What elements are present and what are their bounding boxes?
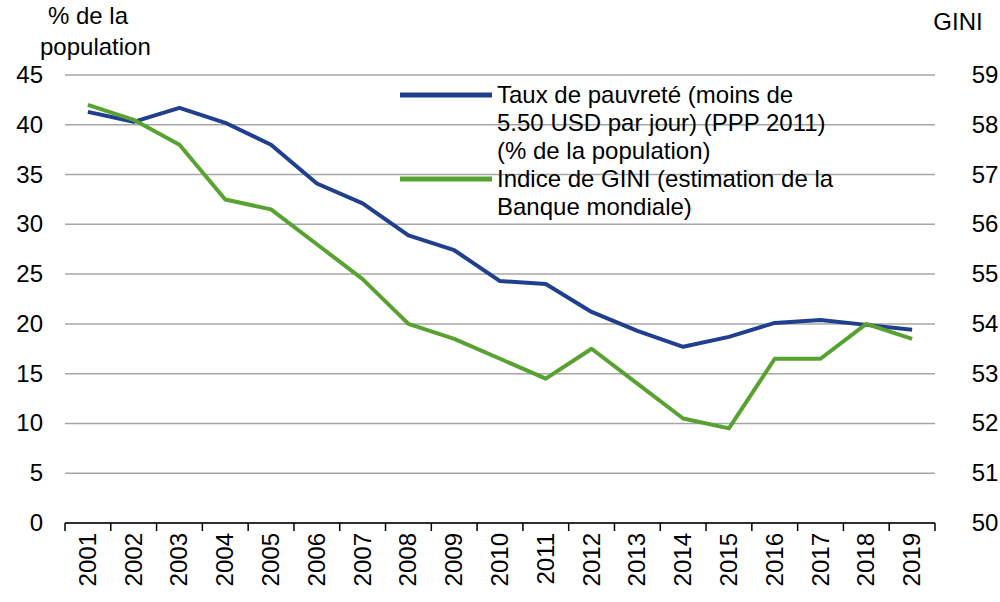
x-tick <box>522 523 524 531</box>
y-tick-label: 30 <box>16 210 43 237</box>
x-tick-label: 2004 <box>211 533 238 586</box>
y2-tick-label: 55 <box>972 260 999 287</box>
x-tick <box>614 523 616 531</box>
x-tick <box>476 523 478 531</box>
series-group <box>88 105 912 429</box>
x-tick-label: 2002 <box>120 533 147 586</box>
series-line <box>88 105 912 429</box>
x-tick-label: 2001 <box>74 533 101 586</box>
y-tick-label: 20 <box>16 310 43 337</box>
grid-line <box>65 522 935 524</box>
y-axis-title: % de la population <box>40 2 151 60</box>
y-tick-label: 0 <box>30 509 43 536</box>
y-axis-title-line: population <box>40 33 151 60</box>
x-tick-label: 2003 <box>165 533 192 586</box>
x-tick-label: 2019 <box>898 533 925 586</box>
y-axis-title-line: % de la <box>48 2 129 29</box>
x-tick-label: 2014 <box>669 533 696 586</box>
legend-label-line: Indice de GINI (estimation de la <box>497 165 834 192</box>
chart: 0 5 10 15 20 25 30 35 40 45 50 51 52 53 54 55 56 57 58 59 20… <box>0 0 1000 602</box>
grid-line <box>65 273 935 275</box>
y2-tick-label: 51 <box>972 459 999 486</box>
x-tick-label: 2015 <box>715 533 742 586</box>
y2-tick-label: 56 <box>972 210 999 237</box>
y2-tick-label: 54 <box>972 310 999 337</box>
x-tick <box>888 523 890 531</box>
x-axis <box>65 522 935 524</box>
legend-label: Indice de GINI (estimation de laBanque m… <box>497 165 834 220</box>
legend-label-line: Taux de pauvreté (moins de <box>497 81 793 108</box>
x-tick-label: 2011 <box>532 533 559 585</box>
x-tick <box>247 523 249 531</box>
y-tick-label: 5 <box>30 459 43 486</box>
x-tick <box>843 523 845 531</box>
y-tick-label: 45 <box>16 61 43 88</box>
x-tick-label: 2018 <box>852 533 879 586</box>
legend-label-line: 5.50 USD par jour) (PPP 2011) <box>497 109 826 136</box>
legend-label-line: Banque mondiale) <box>497 193 692 220</box>
x-tick <box>110 523 112 531</box>
x-tick-label: 2005 <box>257 533 284 586</box>
x-tick <box>797 523 799 531</box>
y-tick-label: 35 <box>16 161 43 188</box>
series-line <box>88 108 912 347</box>
grid-line <box>65 373 935 375</box>
grid-line <box>65 224 935 226</box>
legend-label-line: (% de la population) <box>497 137 710 164</box>
y2-tick-label: 53 <box>972 360 999 387</box>
x-tick-label: 2012 <box>578 533 605 586</box>
x-tick <box>660 523 662 531</box>
x-tick <box>934 523 936 531</box>
y2-axis-title: GINI <box>933 8 982 35</box>
x-tick-label: 2007 <box>349 533 376 586</box>
x-tick-label: 2016 <box>761 533 788 586</box>
y2-tick-label: 59 <box>972 61 999 88</box>
y-tick-label: 10 <box>16 409 43 436</box>
grid-line <box>65 74 935 76</box>
x-tick <box>568 523 570 531</box>
x-tick-label: 2008 <box>394 533 421 586</box>
grid-line <box>65 423 935 425</box>
x-tick-label: 2017 <box>807 533 834 586</box>
y2-tick-label: 57 <box>972 161 999 188</box>
x-tick-label: 2013 <box>623 533 650 586</box>
x-tick <box>431 523 433 531</box>
x-tick <box>293 523 295 531</box>
x-tick <box>156 523 158 531</box>
y-tick-label: 40 <box>16 111 43 138</box>
legend: Taux de pauvreté (moins de5.50 USD par j… <box>400 81 834 220</box>
grid-line <box>65 323 935 325</box>
x-tick-label: 2006 <box>303 533 330 586</box>
y2-tick-label: 52 <box>972 409 999 436</box>
y2-tick-label: 58 <box>972 111 999 138</box>
x-tick-label: 2009 <box>440 533 467 586</box>
legend-swatch <box>400 177 492 182</box>
y-tick-label: 25 <box>16 260 43 287</box>
legend-swatch <box>400 93 492 98</box>
x-tick-label: 2010 <box>486 533 513 586</box>
x-tick <box>751 523 753 531</box>
x-tick <box>202 523 204 531</box>
x-tick <box>705 523 707 531</box>
x-tick <box>64 523 66 531</box>
grid-line <box>65 472 935 474</box>
legend-label: Taux de pauvreté (moins de5.50 USD par j… <box>497 81 826 164</box>
x-tick <box>339 523 341 531</box>
y-tick-label: 15 <box>16 360 43 387</box>
x-tick <box>385 523 387 531</box>
y2-tick-label: 50 <box>972 509 999 536</box>
